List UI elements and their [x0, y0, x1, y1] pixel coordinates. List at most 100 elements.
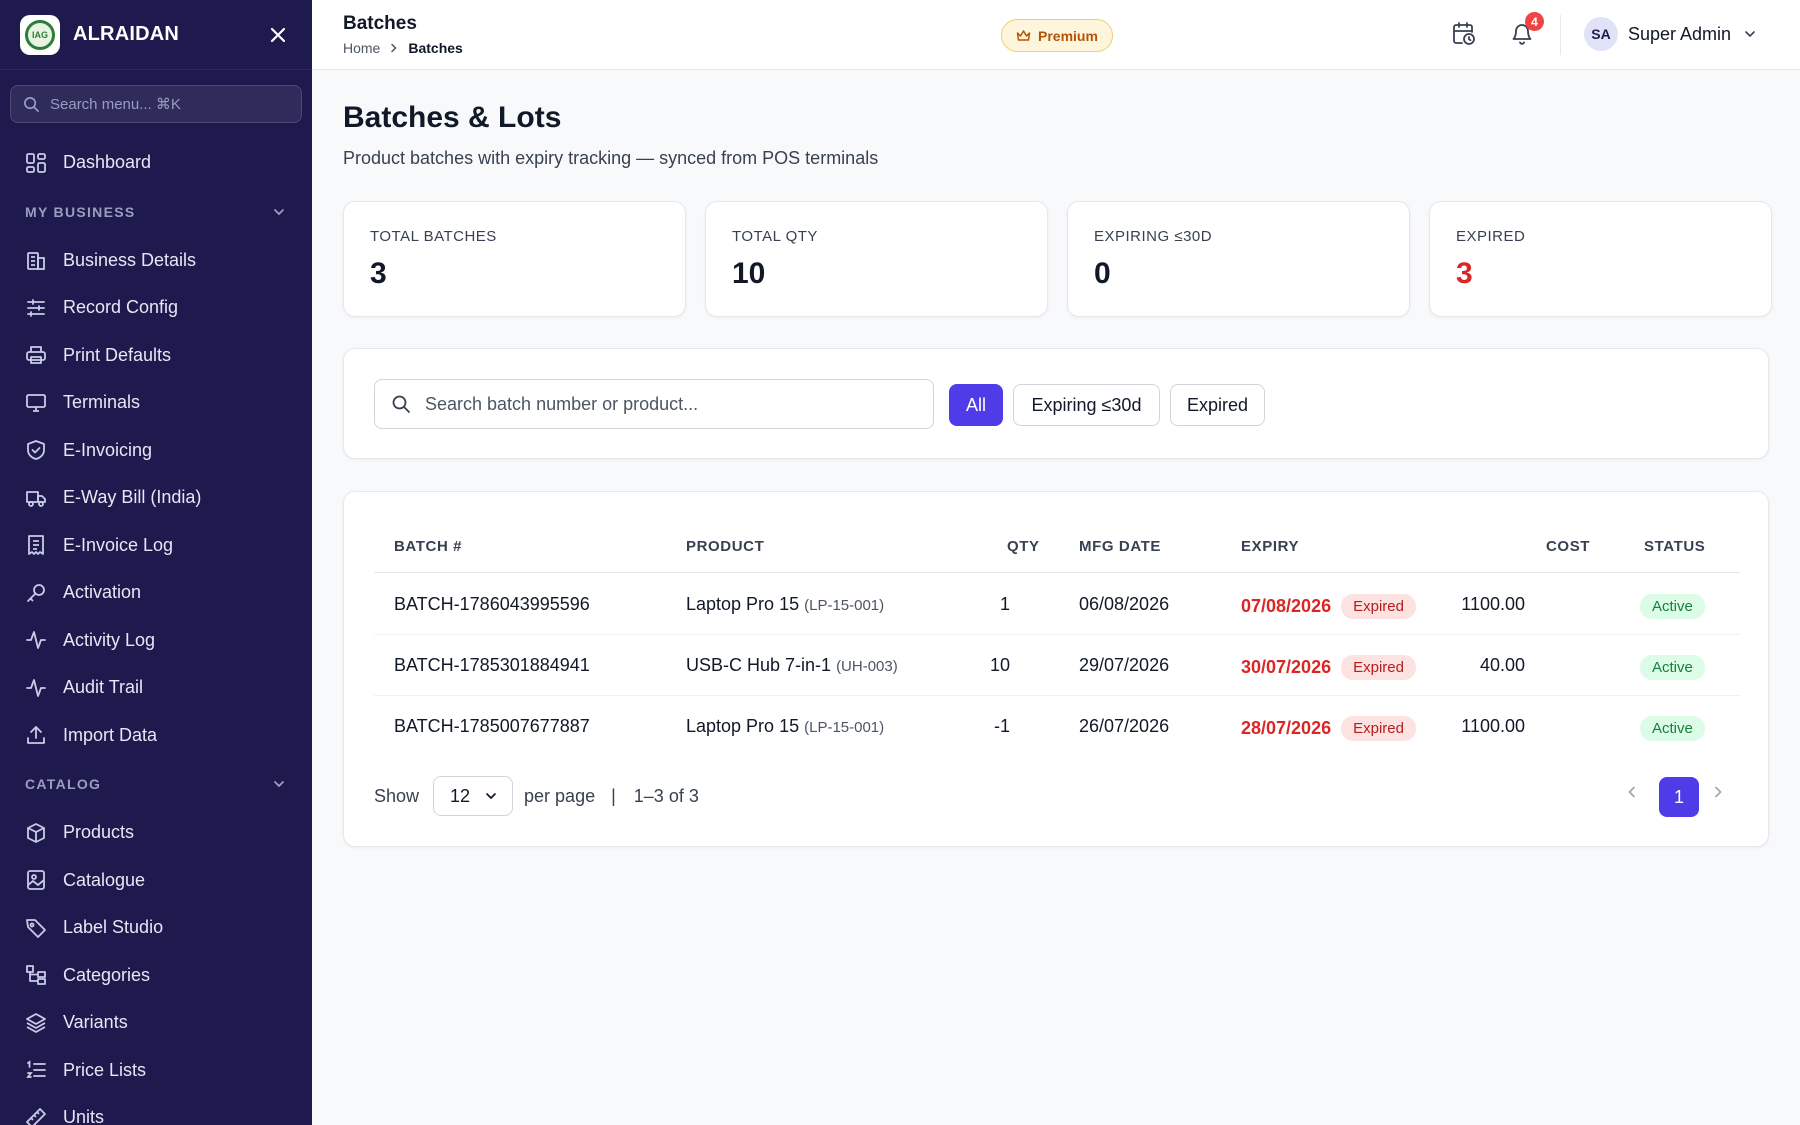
sidebar-item-business-details[interactable]: Business Details — [0, 237, 312, 285]
sidebar-search-input[interactable] — [50, 95, 270, 113]
table-row[interactable]: BATCH-1786043995596 Laptop Pro 15 (LP-15… — [374, 574, 1740, 635]
per-page-select[interactable]: 12 — [433, 776, 514, 816]
ruler-icon — [25, 1107, 47, 1125]
filter-chip-expiring[interactable]: Expiring ≤30d — [1013, 384, 1160, 426]
sidebar-item-units[interactable]: Units — [0, 1094, 312, 1125]
chevron-down-icon — [1743, 27, 1757, 41]
product-code: (LP-15-001) — [804, 597, 885, 614]
brand-logo[interactable]: IAG — [20, 14, 60, 55]
batch-search[interactable] — [374, 379, 934, 429]
sidebar-item-label: Record Config — [63, 297, 179, 318]
close-icon[interactable] — [264, 21, 292, 49]
sidebar-item-record-config[interactable]: Record Config — [0, 284, 312, 332]
sidebar-item-import-data[interactable]: Import Data — [0, 712, 312, 760]
column-header-qty[interactable]: QTY — [1007, 538, 1040, 555]
column-header-expiry[interactable]: EXPIRY — [1241, 538, 1300, 555]
status-badge: Active — [1640, 655, 1705, 680]
sidebar-item-products[interactable]: Products — [0, 809, 312, 857]
stat-value: 10 — [732, 257, 766, 290]
column-header-cost[interactable]: COST — [1546, 538, 1591, 555]
image-icon — [25, 869, 47, 891]
stat-value: 3 — [370, 257, 387, 290]
table-row[interactable]: BATCH-1785301884941 USB-C Hub 7-in-1 (UH… — [374, 635, 1740, 696]
sidebar-item-label-studio[interactable]: Label Studio — [0, 904, 312, 952]
sidebar-item-variants[interactable]: Variants — [0, 999, 312, 1047]
breadcrumb-home[interactable]: Home — [343, 40, 381, 56]
sidebar-item-label: Import Data — [63, 724, 158, 745]
sidebar-item-catalogue[interactable]: Catalogue — [0, 857, 312, 905]
chevron-down-icon — [484, 789, 498, 803]
pagination-range: 1–3 of 3 — [633, 785, 699, 806]
sidebar-item-label: Products — [63, 822, 135, 843]
sidebar-item-audit-trail[interactable]: Audit Trail — [0, 664, 312, 712]
expiry-date: 07/08/2026 — [1241, 596, 1332, 616]
column-header-batch[interactable]: BATCH # — [394, 538, 463, 555]
chevron-right-icon[interactable] — [1711, 785, 1725, 804]
search-icon — [391, 394, 411, 414]
stat-card-total-qty: TOTAL QTY 10 — [705, 201, 1048, 317]
sidebar-item-e-way-bill[interactable]: E-Way Bill (India) — [0, 474, 312, 522]
batch-number: BATCH-1786043995596 — [394, 594, 590, 614]
premium-badge[interactable]: Premium — [1001, 19, 1113, 52]
product-code: (UH-003) — [836, 658, 898, 675]
grid-icon — [25, 152, 47, 174]
activity-icon — [25, 629, 47, 651]
column-header-status[interactable]: STATUS — [1644, 538, 1706, 555]
stat-label: TOTAL BATCHES — [370, 228, 497, 245]
column-header-product[interactable]: PRODUCT — [686, 538, 765, 555]
mfg-date-cell: 06/08/2026 — [1079, 594, 1170, 614]
nav-section-title: CATALOG — [25, 776, 102, 792]
sidebar-item-e-invoice-log[interactable]: E-Invoice Log — [0, 522, 312, 570]
sidebar-item-categories[interactable]: Categories — [0, 952, 312, 1000]
per-page-label: per page — [524, 785, 596, 806]
batch-search-input[interactable] — [425, 393, 905, 415]
column-header-mfg-date[interactable]: MFG DATE — [1079, 538, 1162, 555]
page-button-current[interactable]: 1 — [1659, 777, 1699, 817]
sidebar: IAG ALRAIDAN Dashboard MY BUSINESS Busin… — [0, 0, 312, 1125]
mfg-date-cell: 26/07/2026 — [1079, 716, 1170, 736]
sidebar-item-dashboard[interactable]: Dashboard — [0, 139, 312, 187]
table-row[interactable]: BATCH-1785007677887 Laptop Pro 15 (LP-15… — [374, 696, 1740, 757]
user-menu[interactable]: SA Super Admin — [1584, 17, 1757, 51]
sidebar-item-activity-log[interactable]: Activity Log — [0, 617, 312, 665]
key-icon — [25, 582, 47, 604]
status-badge: Active — [1640, 716, 1705, 741]
stat-card-expiring: EXPIRING ≤30D 0 — [1067, 201, 1410, 317]
bell-icon[interactable]: 4 — [1508, 12, 1544, 48]
chevron-down-icon — [272, 777, 286, 791]
receipt-icon — [25, 534, 47, 556]
sidebar-item-label: Dashboard — [63, 152, 152, 173]
filter-chip-expired[interactable]: Expired — [1170, 384, 1265, 426]
avatar: SA — [1584, 17, 1618, 51]
sidebar-item-terminals[interactable]: Terminals — [0, 379, 312, 427]
tag-icon — [25, 917, 47, 939]
cost-cell: 1100.00 — [1461, 594, 1525, 614]
expired-badge: Expired — [1341, 655, 1416, 680]
chevron-left-icon[interactable] — [1625, 785, 1639, 804]
sidebar-item-label: Catalogue — [63, 869, 146, 890]
expiry-cell: 30/07/2026 Expired — [1241, 655, 1416, 680]
sidebar-item-price-lists[interactable]: Price Lists — [0, 1047, 312, 1095]
sidebar-item-label: E-Invoice Log — [63, 534, 174, 555]
sidebar-item-label: Categories — [63, 964, 151, 985]
nav-section-catalog[interactable]: CATALOG — [0, 759, 312, 809]
nav-section-title: MY BUSINESS — [25, 203, 136, 220]
sidebar-item-label: Terminals — [63, 392, 141, 413]
stat-label: EXPIRING ≤30D — [1094, 228, 1213, 245]
calendar-clock-icon[interactable] — [1450, 20, 1478, 48]
expiry-cell: 28/07/2026 Expired — [1241, 716, 1416, 741]
per-page-value: 12 — [450, 785, 471, 806]
chevron-down-icon — [272, 205, 286, 219]
nav-section-my-business[interactable]: MY BUSINESS — [0, 187, 312, 237]
filter-chip-all[interactable]: All — [949, 384, 1003, 426]
sidebar-item-print-defaults[interactable]: Print Defaults — [0, 332, 312, 380]
sidebar-search[interactable] — [10, 85, 302, 123]
stat-label: EXPIRED — [1456, 228, 1526, 245]
page-subtitle: Product batches with expiry tracking — s… — [343, 148, 879, 168]
chevron-right-icon — [389, 43, 399, 53]
sidebar-item-activation[interactable]: Activation — [0, 569, 312, 617]
sidebar-item-label: Activation — [63, 582, 142, 603]
cost-cell: 40.00 — [1479, 655, 1525, 675]
sidebar-item-e-invoicing[interactable]: E-Invoicing — [0, 427, 312, 475]
hierarchy-icon — [25, 964, 47, 986]
